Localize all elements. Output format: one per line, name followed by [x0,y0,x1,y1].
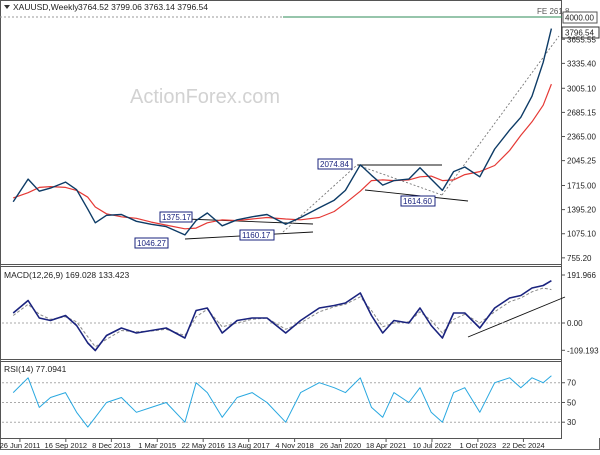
level-4000-box [562,11,598,24]
x-tick-label: 13 Aug 2017 [228,441,270,450]
series-line [13,83,552,230]
x-tick-label: 16 Sep 2012 [45,441,88,450]
y-tick-label: 1715.00 [567,182,596,191]
x-tick-label: 22 May 2016 [181,441,224,450]
y-tick-label: 3335.40 [567,59,596,68]
svg-text:1375.17: 1375.17 [162,213,191,222]
y-tick-label: 191.966 [567,271,596,280]
last-price-box [561,26,600,39]
annotation-1614: 1614.60 [400,195,436,207]
y-tick-label: -109.193 [567,346,599,355]
x-tick-label: 22 Dec 2024 [502,441,545,450]
symbol-label: XAUUSD,Weekly [13,2,79,12]
series-line [12,375,552,428]
y-tick-label: 0.00 [567,319,583,328]
series-line [12,280,552,352]
series-line [12,28,553,236]
y-tick-label: 30 [567,418,576,427]
fib-label: FE 261.8 [537,7,570,16]
annotation-2074: 2074.84 [317,158,353,170]
x-tick-label: 10 Jul 2022 [413,441,452,450]
x-tick-label: 26 Jan 2020 [320,441,361,450]
y-tick-label: 755.20 [567,254,592,263]
y-tick-label: 1395.20 [567,206,596,215]
dropdown-arrow-icon[interactable] [4,5,10,9]
watermark: ActionForex.com [130,86,280,108]
svg-text:2074.84: 2074.84 [320,160,349,169]
last-price-label: 3796.54 [565,29,594,38]
annotation-1375: 1375.17 [159,211,193,223]
x-tick-label: 8 Dec 2013 [92,441,130,450]
x-tick-label: 4 Nov 2018 [275,441,313,450]
y-tick-label: 3005.10 [567,84,596,93]
y-tick-label: 2365.00 [567,133,596,142]
level-4000-label: 4000.00 [565,14,594,23]
macd-label: MACD(12,26,9) 169.028 133.423 [4,270,129,280]
y-tick-label: 1075.10 [567,230,596,239]
svg-text:1046.27: 1046.27 [137,239,166,248]
x-tick-label: 1 Oct 2023 [460,441,497,450]
svg-text:1160.17: 1160.17 [242,231,271,240]
y-tick-label: 2045.25 [567,157,596,166]
y-tick-label: 70 [567,379,576,388]
y-tick-label: 3655.55 [567,35,596,44]
x-tick-label: 18 Apr 2021 [366,441,406,450]
annotation-1160: 1160.17 [239,229,275,241]
y-tick-label: 2685.15 [567,108,596,117]
annotation-1046: 1046.27 [134,237,169,249]
rsi-label: RSI(14) 77.0941 [4,364,67,374]
x-tick-label: 1 Mar 2015 [138,441,176,450]
ohlc-header: 3764.52 3799.06 3763.14 3796.54 [78,2,208,12]
svg-text:1614.60: 1614.60 [403,197,432,206]
y-tick-label: 50 [567,398,576,407]
x-tick-label: 26 Jun 2011 [0,441,40,450]
